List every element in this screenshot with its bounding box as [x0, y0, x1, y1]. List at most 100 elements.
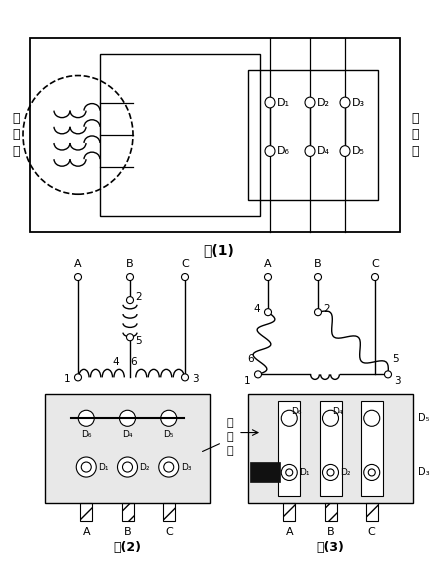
- Bar: [283, 503, 295, 521]
- Text: 板: 板: [411, 145, 419, 158]
- Circle shape: [127, 334, 134, 341]
- Circle shape: [74, 274, 81, 280]
- Text: D₅: D₅: [163, 430, 174, 439]
- Text: A: A: [286, 527, 293, 537]
- Bar: [248, 70, 378, 200]
- Circle shape: [305, 97, 315, 108]
- Text: D₄: D₄: [332, 407, 343, 416]
- Circle shape: [74, 374, 81, 381]
- Circle shape: [265, 309, 272, 316]
- Text: D₆: D₆: [81, 430, 92, 439]
- Circle shape: [161, 410, 177, 426]
- Text: 线: 线: [411, 128, 419, 141]
- Circle shape: [371, 274, 378, 280]
- Bar: [248, 395, 413, 503]
- Text: D₂: D₂: [317, 97, 330, 108]
- Bar: [100, 54, 260, 216]
- Bar: [319, 401, 342, 497]
- Text: D₂: D₂: [139, 463, 150, 472]
- Circle shape: [254, 371, 261, 378]
- Text: D₆: D₆: [277, 146, 290, 156]
- Text: 2: 2: [323, 304, 330, 314]
- Circle shape: [123, 462, 133, 472]
- Bar: [250, 462, 280, 482]
- Circle shape: [265, 97, 275, 108]
- Circle shape: [364, 464, 380, 480]
- Circle shape: [364, 410, 380, 426]
- Text: B: B: [126, 259, 134, 269]
- Text: 6: 6: [131, 358, 137, 367]
- Circle shape: [322, 464, 339, 480]
- Text: A: A: [74, 259, 82, 269]
- Text: D₁: D₁: [299, 468, 310, 477]
- Text: 图(3): 图(3): [317, 541, 344, 554]
- Circle shape: [305, 146, 315, 157]
- Text: 动: 动: [12, 128, 20, 141]
- Circle shape: [286, 469, 293, 476]
- Text: D₄: D₄: [122, 430, 133, 439]
- Text: 5: 5: [135, 336, 141, 346]
- Circle shape: [368, 469, 375, 476]
- Text: B: B: [327, 527, 334, 537]
- Bar: [361, 401, 383, 497]
- Text: D₄: D₄: [317, 146, 330, 156]
- Text: D₂: D₂: [340, 468, 351, 477]
- Text: B: B: [314, 259, 322, 269]
- Circle shape: [314, 309, 321, 316]
- Text: 2: 2: [135, 292, 141, 302]
- Text: 3: 3: [394, 377, 401, 386]
- Circle shape: [322, 410, 339, 426]
- Circle shape: [314, 274, 321, 280]
- Text: D₆: D₆: [291, 407, 302, 416]
- Bar: [366, 503, 378, 521]
- Bar: [45, 395, 210, 503]
- Bar: [30, 38, 400, 232]
- Circle shape: [265, 274, 272, 280]
- Text: 4: 4: [113, 358, 119, 367]
- Text: C: C: [371, 259, 379, 269]
- Text: D₅: D₅: [418, 413, 429, 423]
- Circle shape: [340, 97, 350, 108]
- Text: D₁: D₁: [98, 463, 109, 472]
- Circle shape: [327, 469, 334, 476]
- Circle shape: [127, 297, 134, 303]
- Bar: [325, 503, 336, 521]
- Circle shape: [385, 371, 392, 378]
- Circle shape: [127, 274, 134, 280]
- Circle shape: [76, 457, 96, 477]
- Circle shape: [281, 464, 297, 480]
- Circle shape: [117, 457, 138, 477]
- Text: 接: 接: [411, 112, 419, 125]
- Bar: [121, 503, 134, 521]
- Bar: [80, 503, 92, 521]
- Text: 线: 线: [227, 432, 233, 441]
- Circle shape: [159, 457, 179, 477]
- Circle shape: [181, 374, 188, 381]
- Text: 图(1): 图(1): [204, 243, 234, 257]
- Bar: [163, 503, 175, 521]
- Text: 电: 电: [12, 112, 20, 125]
- Text: 1: 1: [244, 377, 250, 386]
- Text: 6: 6: [247, 354, 254, 364]
- Circle shape: [281, 410, 297, 426]
- Text: C: C: [181, 259, 189, 269]
- Text: 接: 接: [227, 418, 233, 427]
- Text: 3: 3: [192, 374, 198, 385]
- Text: 板: 板: [227, 446, 233, 455]
- Text: 1: 1: [64, 374, 70, 385]
- Text: C: C: [368, 527, 376, 537]
- Text: D₁: D₁: [277, 97, 290, 108]
- Text: 机: 机: [12, 145, 20, 158]
- Text: D₃: D₃: [352, 97, 365, 108]
- Text: 图(2): 图(2): [113, 541, 141, 554]
- Text: A: A: [82, 527, 90, 537]
- Circle shape: [81, 462, 91, 472]
- Circle shape: [340, 146, 350, 157]
- Text: A: A: [264, 259, 272, 269]
- Text: 5: 5: [392, 354, 399, 364]
- Text: 4: 4: [253, 304, 260, 314]
- Text: B: B: [124, 527, 131, 537]
- Text: D₃: D₃: [181, 463, 191, 472]
- Circle shape: [120, 410, 135, 426]
- Circle shape: [78, 410, 94, 426]
